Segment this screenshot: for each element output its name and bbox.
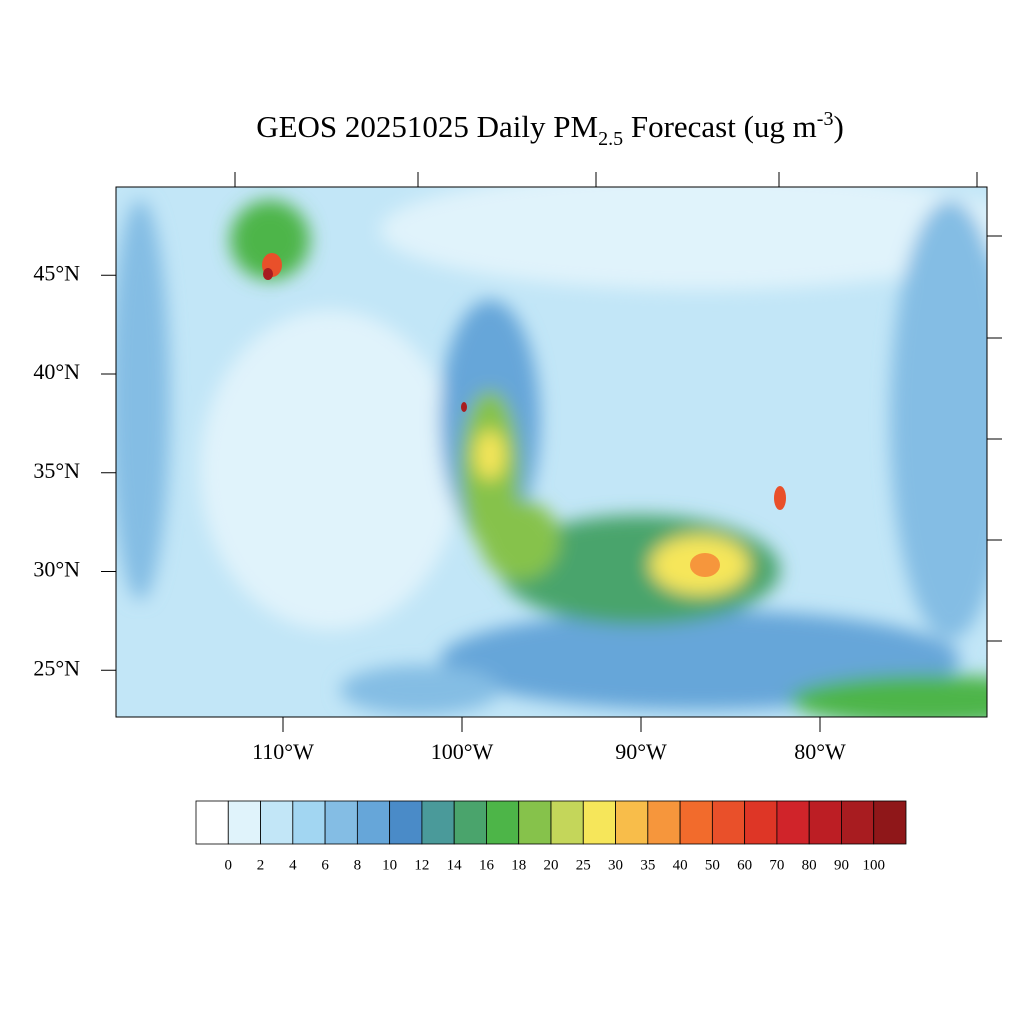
title-sup: -3 bbox=[817, 108, 834, 130]
colorbar-label: 70 bbox=[769, 857, 784, 873]
lat-label: 45°N bbox=[33, 260, 80, 285]
colorbar-box bbox=[389, 800, 423, 845]
colorbar-box bbox=[195, 800, 229, 845]
colorbar-label: 90 bbox=[834, 857, 849, 873]
title-end: ) bbox=[833, 109, 843, 144]
colorbar-label: 80 bbox=[802, 857, 817, 873]
colorbar-label: 12 bbox=[414, 857, 429, 873]
colorbar-box bbox=[292, 800, 326, 845]
colorbar-label: 25 bbox=[576, 857, 591, 873]
colorbar-label: 50 bbox=[705, 857, 720, 873]
lon-label: 90°W bbox=[615, 739, 667, 764]
colorbar-box bbox=[841, 800, 875, 845]
lat-label: 30°N bbox=[33, 557, 80, 582]
title: GEOS 20251025 Daily PM2.5 Forecast (ug m… bbox=[256, 108, 844, 150]
title-sub: 2.5 bbox=[598, 128, 623, 150]
colorbar: 0 2 4 6 8 10 12 14 16 18 20 25 30 35 40 50 60 70 80 90 100 bbox=[195, 800, 907, 873]
colorbar-box bbox=[582, 800, 616, 845]
colorbar-label: 4 bbox=[289, 857, 297, 873]
colorbar-label: 0 bbox=[225, 857, 233, 873]
colorbar-box bbox=[356, 800, 391, 845]
colorbar-label: 2 bbox=[257, 857, 265, 873]
lat-label: 25°N bbox=[33, 655, 80, 680]
colorbar-box bbox=[711, 800, 746, 845]
colorbar-box bbox=[776, 800, 810, 845]
lon-label: 80°W bbox=[794, 739, 846, 764]
colorbar-box bbox=[550, 800, 584, 845]
colorbar-label: 30 bbox=[608, 857, 623, 873]
lon-label: 110°W bbox=[252, 739, 314, 764]
pm-field bbox=[116, 187, 987, 717]
colorbar-label: 14 bbox=[447, 857, 463, 873]
colorbar-box bbox=[615, 800, 649, 845]
colorbar-label: 20 bbox=[544, 857, 559, 873]
map-frame bbox=[115, 186, 988, 718]
title-main: GEOS 20251025 Daily PM bbox=[256, 109, 598, 144]
colorbar-box bbox=[744, 800, 778, 845]
colorbar-label: 18 bbox=[511, 857, 526, 873]
colorbar-box bbox=[808, 800, 842, 845]
colorbar-box bbox=[679, 800, 713, 845]
title-rest: Forecast (ug m bbox=[623, 109, 817, 144]
lat-label: 35°N bbox=[33, 458, 80, 483]
colorbar-label: 16 bbox=[479, 857, 495, 873]
colorbar-box bbox=[486, 800, 520, 845]
lon-label: 100°W bbox=[431, 739, 494, 764]
frame-ticks bbox=[234, 172, 1002, 642]
axes: 45°N 40°N 35°N 30°N 25°N 110°W 100°W 90°W 80°W bbox=[33, 260, 846, 764]
lat-label: 40°N bbox=[33, 359, 80, 384]
colorbar-box bbox=[647, 800, 681, 845]
colorbar-box bbox=[421, 800, 455, 845]
colorbar-label: 100 bbox=[862, 857, 885, 873]
colorbar-label: 8 bbox=[354, 857, 362, 873]
colorbar-box bbox=[453, 800, 487, 845]
colorbar-box bbox=[873, 800, 907, 845]
colorbar-label: 40 bbox=[673, 857, 688, 873]
colorbar-box bbox=[518, 800, 552, 845]
colorbar-box bbox=[260, 800, 294, 845]
colorbar-box bbox=[227, 800, 261, 845]
colorbar-label: 60 bbox=[737, 857, 752, 873]
colorbar-box bbox=[324, 800, 358, 845]
colorbar-label: 6 bbox=[321, 857, 329, 873]
colorbar-label: 10 bbox=[382, 857, 397, 873]
colorbar-label: 35 bbox=[640, 857, 655, 873]
